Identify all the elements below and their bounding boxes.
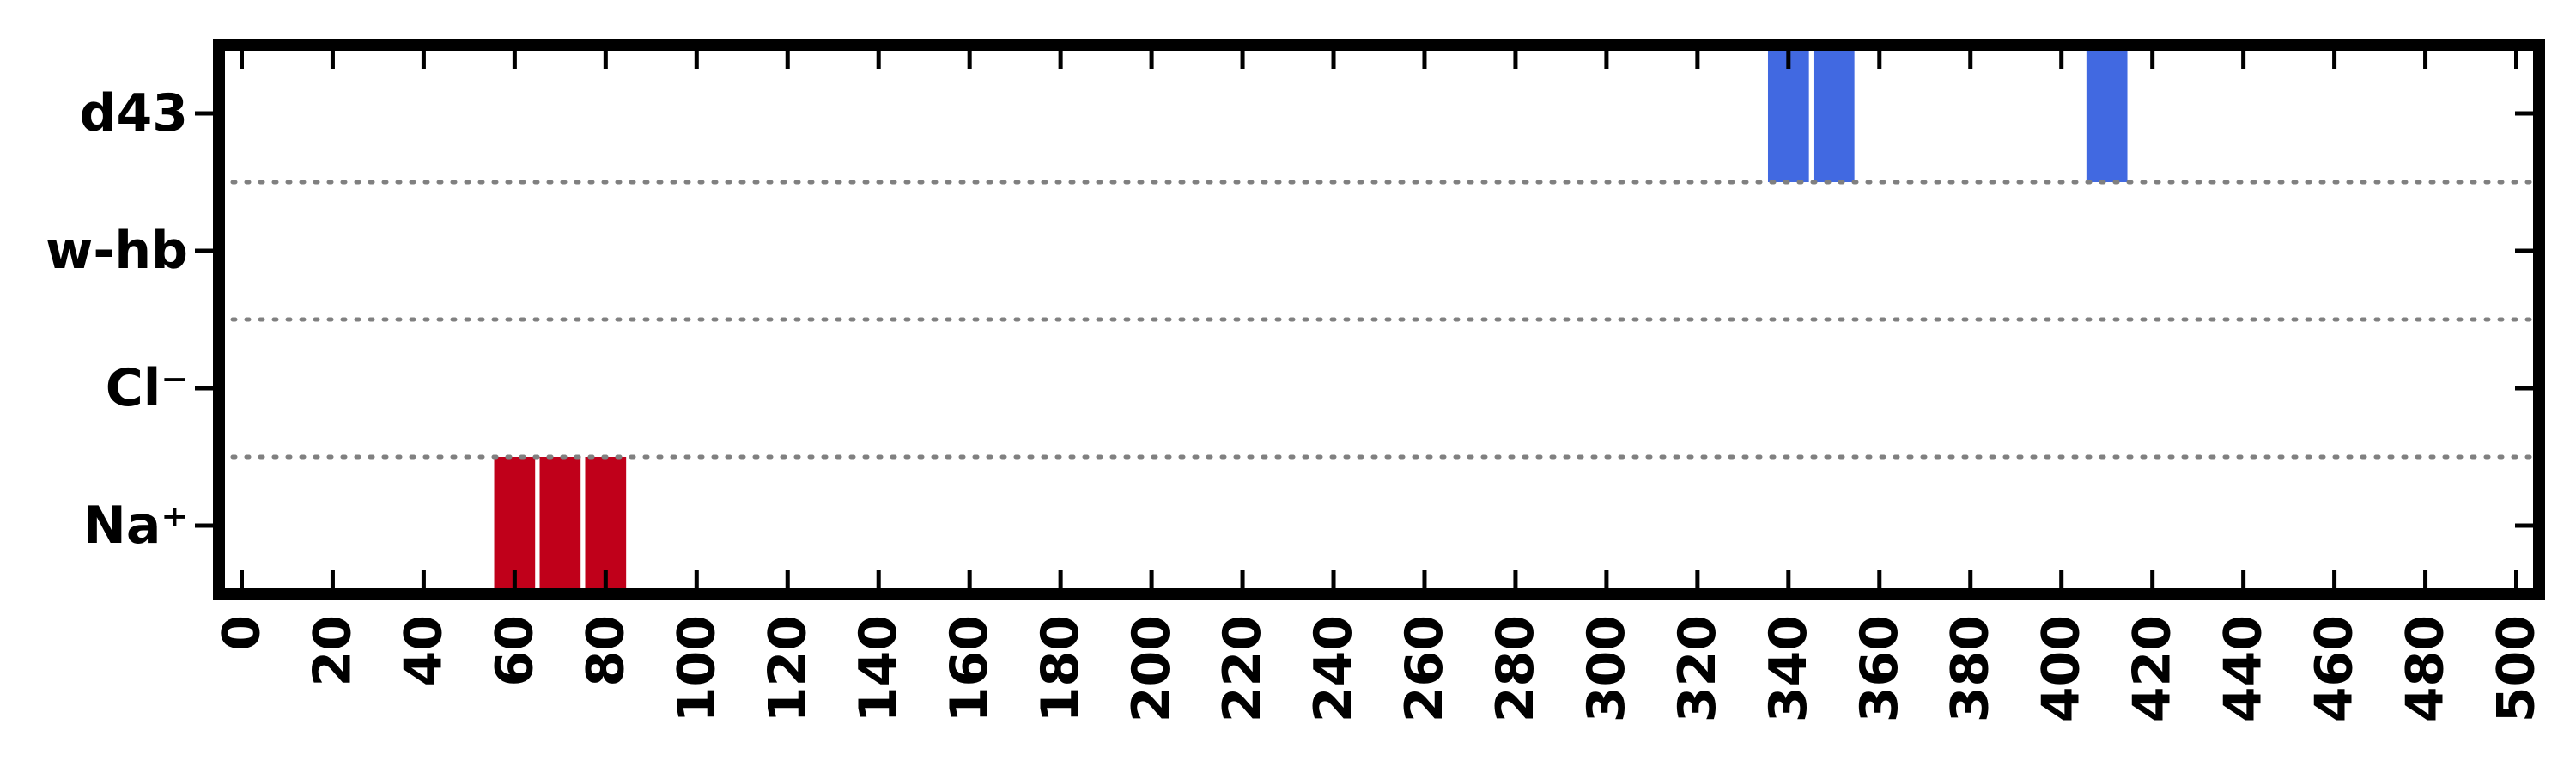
y-tick-label: d43 (80, 83, 188, 143)
x-tick-label: 20 (302, 615, 362, 687)
x-tick-label: 160 (939, 615, 999, 722)
x-tick-label: 180 (1030, 615, 1091, 722)
x-tick-label: 400 (2032, 615, 2092, 722)
x-tick-label: 140 (848, 615, 908, 722)
bar-d43-350 (1813, 45, 1855, 182)
y-tick-label: w-hb (46, 221, 188, 281)
x-tick-label: 0 (211, 615, 271, 651)
x-tick-label: 360 (1850, 615, 1910, 722)
x-tick-label: 40 (393, 615, 453, 687)
y-tick-label: Cl⁻ (106, 358, 188, 418)
x-tick-label: 200 (1121, 615, 1182, 722)
plot-frame (213, 39, 2545, 600)
bar-Na-70 (539, 457, 581, 594)
y-tick-label: Na⁺ (83, 496, 188, 556)
x-tick-label: 240 (1303, 615, 1364, 722)
x-tick-label: 460 (2305, 615, 2365, 722)
x-tick-label: 300 (1577, 615, 1637, 722)
x-tick-label: 220 (1212, 615, 1273, 722)
x-tick-label: 340 (1759, 615, 1819, 722)
x-tick-label: 320 (1668, 615, 1728, 722)
x-tick-label: 420 (2123, 615, 2183, 722)
x-tick-label: 60 (484, 615, 544, 687)
x-tick-label: 100 (666, 615, 726, 722)
x-tick-label: 380 (1941, 615, 2001, 722)
x-tick-label: 500 (2487, 615, 2547, 722)
bar-d43-410 (2086, 45, 2128, 182)
x-tick-label: 440 (2214, 615, 2274, 722)
x-tick-label: 260 (1394, 615, 1455, 722)
x-tick-label: 120 (757, 615, 817, 722)
x-tick-label: 280 (1485, 615, 1546, 722)
x-tick-label: 80 (575, 615, 635, 687)
x-tick-label: 480 (2396, 615, 2456, 722)
